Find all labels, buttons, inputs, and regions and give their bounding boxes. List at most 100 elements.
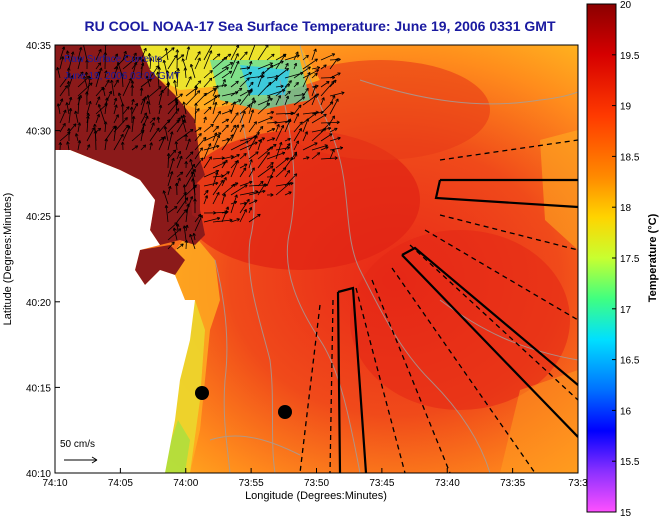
current-vector — [284, 118, 291, 133]
current-vector-head — [123, 50, 127, 54]
current-vector-head — [190, 63, 194, 67]
current-vector — [158, 83, 170, 97]
current-vector-head — [230, 70, 233, 75]
current-vector-head — [151, 122, 155, 125]
current-vector-head — [139, 87, 143, 91]
current-vector-head — [258, 214, 261, 218]
current-vector-head — [199, 147, 203, 150]
transect-boxes — [336, 178, 578, 473]
current-vector-head — [120, 73, 123, 77]
current-vector-head — [202, 157, 204, 161]
current-vector-head — [171, 157, 174, 161]
current-vector — [184, 67, 187, 79]
current-vector-head — [143, 122, 146, 127]
current-vector-head — [291, 111, 295, 114]
current-vector — [329, 72, 341, 79]
current-vector-head — [315, 110, 319, 113]
current-vector-head — [176, 68, 179, 72]
current-vector-head — [66, 141, 68, 145]
current-vector — [77, 82, 93, 97]
current-vector-head — [88, 112, 91, 117]
current-vector — [113, 54, 129, 70]
current-vector-head — [108, 90, 112, 94]
current-vector-head — [112, 125, 116, 128]
current-vector-head — [336, 120, 340, 123]
current-vector — [140, 78, 152, 88]
current-vector-head — [215, 102, 218, 106]
current-vector-head — [88, 100, 91, 104]
current-vector-head — [189, 234, 191, 238]
current-vector-head — [181, 243, 184, 247]
current-vector-head — [221, 156, 225, 159]
current-vector-head — [210, 123, 214, 126]
current-vector — [175, 71, 178, 79]
current-vector — [149, 58, 152, 70]
current-vector-head — [134, 102, 138, 106]
current-vector — [248, 213, 261, 223]
current-vector — [176, 68, 179, 88]
current-vector — [174, 80, 178, 97]
current-vector-head — [251, 167, 255, 170]
current-vector — [248, 167, 255, 178]
current-vector-head — [271, 65, 274, 69]
current-vector-head — [158, 104, 162, 108]
current-vector — [203, 77, 213, 88]
current-vector — [257, 146, 274, 160]
current-vector-head — [254, 42, 256, 44]
current-vector — [284, 95, 289, 106]
current-vector — [185, 90, 201, 106]
current-vector-head — [223, 83, 227, 86]
current-vector — [320, 133, 333, 142]
current-vector-head — [106, 79, 110, 82]
current-vector-head — [209, 70, 213, 72]
current-vector-head — [155, 65, 159, 68]
current-vector-head — [287, 90, 291, 93]
current-vector-head — [211, 43, 214, 45]
current-vector-head — [126, 106, 130, 109]
current-vector — [239, 104, 251, 115]
current-vector-head — [65, 102, 68, 106]
current-vector-head — [75, 133, 79, 136]
current-vector — [248, 159, 253, 169]
current-vector-head — [56, 103, 59, 107]
current-vector-head — [191, 178, 193, 182]
current-vector — [257, 103, 270, 115]
current-vector — [221, 193, 226, 205]
current-vector-head — [218, 53, 221, 57]
current-vector — [230, 218, 240, 223]
current-vector-head — [117, 92, 120, 96]
current-vector-head — [68, 67, 71, 71]
current-vector-head — [298, 128, 302, 131]
current-vector-head — [271, 165, 274, 169]
current-vector — [203, 132, 222, 142]
current-vector-head — [125, 124, 129, 127]
current-vector-head — [65, 50, 68, 54]
current-vector-head — [232, 124, 236, 127]
current-vector-head — [216, 172, 219, 176]
current-vector-head — [195, 85, 198, 89]
current-vector-head — [315, 142, 318, 146]
current-vector — [221, 155, 234, 160]
current-vector-head — [220, 179, 224, 182]
current-vector-head — [245, 184, 248, 188]
current-vector-head — [261, 181, 264, 185]
x-axis: 74:10 74:05 74:00 73:55 73:50 73:45 73:40 73:35… — [42, 468, 588, 489]
current-vector — [248, 151, 259, 160]
current-vector-head — [175, 223, 179, 227]
current-vector — [221, 109, 232, 115]
current-vector-head — [334, 58, 338, 61]
current-vector-head — [77, 140, 81, 143]
current-vector-head — [214, 171, 218, 175]
current-vector-head — [86, 75, 90, 78]
current-vector — [266, 137, 275, 142]
current-vector — [167, 186, 171, 196]
current-vector — [257, 65, 274, 79]
current-vector-head — [293, 62, 297, 66]
current-vector — [194, 137, 207, 151]
current-vector — [113, 97, 117, 106]
current-vector-head — [93, 123, 96, 127]
current-vector-head — [145, 96, 147, 100]
current-vector — [158, 104, 162, 115]
current-vector-head — [114, 104, 117, 108]
current-vector-head — [179, 228, 182, 232]
